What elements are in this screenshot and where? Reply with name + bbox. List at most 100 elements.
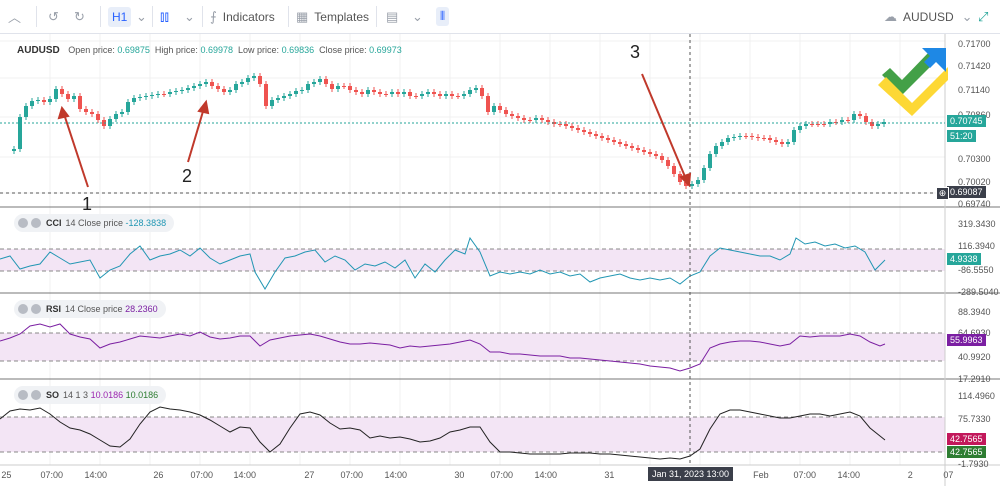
time-tick-label: 07 [943,470,953,480]
templates-label: Templates [314,9,369,24]
rsi-legend[interactable]: RSI 14 Close price 28.2360 [14,300,166,318]
so-tick-label: -1.7930 [958,459,989,469]
chevron-up-icon: ︿ [8,10,22,25]
last-price-tag: 0.70745 [947,115,986,127]
collapse-button[interactable]: ︿ [8,0,21,33]
crosshair-time-label: Jan 31, 2023 13:00 [648,467,734,481]
cci-line [0,236,886,290]
gear-icon[interactable] [31,304,41,314]
price-tick-label: 0.70020 [958,177,991,187]
rsi-band [0,333,945,361]
rsi-value: 28.2360 [125,304,158,314]
fullscreen-icon: ⤢ [978,8,989,24]
countdown-tag: 51:20 [947,130,976,142]
time-tick-label: 07:00 [491,470,514,480]
cci-legend[interactable]: CCI 14 Close price -128.3838 [14,214,175,232]
divider [152,6,153,27]
calendar-icon: ▤ [386,8,399,24]
rsi-tick-label: 88.3940 [958,307,991,317]
divider [288,6,289,27]
indicators-button[interactable]: ⨍ Indicators [210,0,275,33]
time-axis[interactable]: 25 07:00 14:00 26 07:00 14:00 27 07:00 14:00 30 07… [1,470,953,480]
close-value: 0.69973 [369,45,402,55]
rsi-tag: 55.9963 [947,334,986,346]
chevron-down-icon: ⌄ [412,8,423,24]
time-tick-label: 14:00 [838,470,861,480]
divider [36,6,37,27]
timeframe-button[interactable]: H1 [108,0,132,33]
time-tick-label: 25 [1,470,11,480]
templates-icon: ▦ [296,8,309,24]
top-toolbar: ︿ ↺ ↻ H1 ⌄ ⫾⫾ ⌄ ⨍ Indicators ▦ Templates ▤… [0,0,1000,34]
time-tick-label: 07:00 [794,470,817,480]
time-tick-label: 07:00 [341,470,364,480]
redo-icon: ↻ [74,8,85,24]
so-params: 14 1 3 [63,390,89,400]
volume-button[interactable]: ⫴ [436,0,450,33]
time-tick-label: 31 [604,470,614,480]
chart-type-button[interactable]: ⫾⫾ [160,0,169,33]
time-tick-label: 30 [454,470,464,480]
time-tick-label: 07:00 [191,470,214,480]
redo-button[interactable]: ↻ [74,0,85,33]
gear-icon[interactable] [31,390,41,400]
candles-icon: ⫾⫾ [160,8,169,24]
low-value: 0.69836 [281,45,315,55]
divider [100,6,101,27]
close-icon[interactable] [18,218,28,228]
divider [376,6,377,27]
undo-icon: ↺ [48,8,59,24]
so-d-tag: 42.7565 [947,446,986,458]
time-tick-label: Feb [753,470,769,480]
crosshair-plus-icon[interactable]: ⊕ [936,187,949,200]
chart-canvas[interactable]: 0.717000.714200.711400.708600.703000.700… [0,34,1000,486]
rsi-tick-label: 40.9920 [958,352,991,362]
rsi-tick-label: 17.2910 [958,374,991,384]
calendar-dropdown[interactable]: ⌄ [412,0,423,33]
cloud-icon: ☁ [884,8,897,24]
gear-icon[interactable] [31,218,41,228]
rsi-params: 14 Close price [65,304,123,314]
timeframe-dropdown[interactable]: ⌄ [136,0,147,33]
chevron-down-icon: ⌄ [136,8,147,24]
chevron-down-icon: ⌄ [961,8,973,24]
symbol-selector[interactable]: ☁ AUDUSD ⌄ [884,0,973,33]
so-k-tag: 42.7565 [947,433,986,445]
broker-logo [878,48,948,116]
so-legend[interactable]: SO 14 1 3 10.0186 10.0186 [14,386,167,404]
cci-band [0,249,945,271]
calendar-button[interactable]: ▤ [386,0,398,33]
time-tick-label: 14:00 [234,470,257,480]
symbol-label: AUDUSD [903,9,954,24]
price-tick-label: 0.70300 [958,154,991,164]
bars-icon: ⫴ [436,7,450,26]
cci-tick-label: -289.5040 [958,287,999,297]
rsi-tick-label: 64.6930 [958,328,991,338]
low-label: Low price: [238,45,280,55]
price-tick-label: 0.69740 [958,199,991,209]
time-tick-label: 14:00 [385,470,408,480]
so-line [0,406,886,460]
indicators-icon: ⨍ [210,8,217,24]
annotation-1: 1 [82,194,93,214]
high-value: 0.69978 [200,45,233,55]
undo-button[interactable]: ↺ [48,0,59,33]
open-value: 0.69875 [117,45,150,55]
so-name: SO [46,390,60,400]
annotation-arrows [57,73,692,188]
close-icon[interactable] [18,304,28,314]
time-tick-label: 14:00 [535,470,558,480]
price-tick-label: 0.71420 [958,61,991,71]
time-tick-label: 26 [153,470,163,480]
so-value-k: 10.0186 [90,390,124,400]
rsi-name: RSI [46,304,62,314]
templates-button[interactable]: ▦ Templates [296,0,369,33]
close-icon[interactable] [18,390,28,400]
annotation-2: 2 [182,166,193,186]
cci-tick-label: -86.5550 [958,265,994,275]
cci-tag: 4.9338 [947,253,981,265]
time-tick-label: 07:00 [41,470,64,480]
chart-type-dropdown[interactable]: ⌄ [184,0,195,33]
fullscreen-button[interactable]: ⤢ [978,0,988,33]
cursor-price-tag: 0.69087 [947,186,986,198]
